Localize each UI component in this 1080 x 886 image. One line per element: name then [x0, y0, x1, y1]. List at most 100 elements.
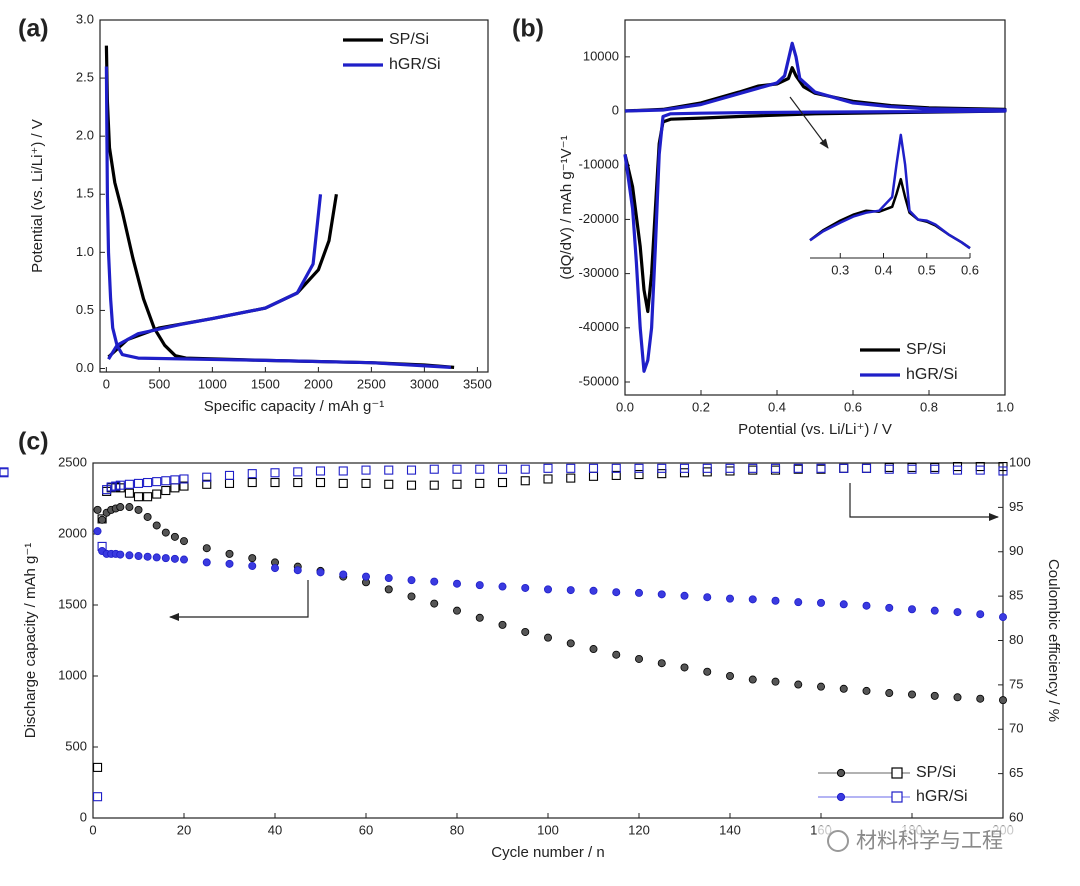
efficiency-marker — [179, 474, 189, 484]
efficiency-marker — [634, 469, 644, 480]
efficiency-marker — [143, 492, 153, 502]
capacity-marker — [885, 603, 894, 612]
efficiency-marker — [179, 481, 189, 491]
capacity-marker — [179, 537, 188, 546]
y2-tick-label: 70 — [1009, 721, 1023, 736]
capacity-marker — [862, 686, 871, 695]
capacity-marker — [521, 583, 530, 592]
y-tick-label: 2000 — [58, 525, 87, 540]
efficiency-marker — [588, 463, 599, 473]
capacity-marker — [498, 582, 507, 591]
y-tick-label: 2.5 — [76, 70, 94, 85]
legend-circle — [836, 792, 846, 802]
capacity-marker — [794, 680, 803, 689]
capacity-marker — [225, 559, 234, 568]
y-tick-label: 1.5 — [76, 186, 94, 201]
y2-tick-label: 60 — [1009, 809, 1023, 824]
capacity-marker — [771, 596, 780, 605]
capacity-marker — [134, 552, 143, 561]
efficiency-marker — [543, 474, 553, 484]
y-tick-label: -10000 — [579, 157, 619, 172]
capacity-marker — [726, 594, 735, 603]
capacity-marker — [270, 564, 279, 573]
y-tick-label: 0 — [80, 809, 87, 824]
x-tick-label: 3000 — [410, 376, 439, 391]
x-tick-label: 40 — [268, 822, 282, 837]
x-tick-label: 60 — [359, 822, 373, 837]
capacity-marker — [703, 667, 712, 676]
efficiency-marker — [657, 469, 667, 479]
panel-label: (b) — [512, 15, 544, 43]
capacity-marker — [566, 586, 575, 595]
capacity-marker — [116, 503, 125, 512]
efficiency-marker — [293, 477, 303, 488]
capacity-marker — [202, 558, 211, 567]
efficiency-marker — [93, 792, 103, 802]
capacity-marker — [293, 566, 302, 575]
legend-square — [891, 791, 903, 803]
efficiency-marker — [247, 469, 257, 479]
capacity-marker — [999, 613, 1008, 622]
y2-tick-label: 75 — [1009, 676, 1023, 691]
capacity-marker — [953, 693, 962, 702]
x-tick-label: 0.4 — [768, 399, 786, 414]
x-tick-label: 1500 — [251, 376, 280, 391]
efficiency-marker — [384, 465, 394, 475]
x-tick-label: 0.2 — [692, 399, 710, 414]
efficiency-marker — [566, 473, 576, 483]
efficiency-marker — [998, 466, 1008, 476]
capacity-marker — [475, 613, 484, 622]
capacity-marker — [93, 505, 102, 514]
x-tick-label: 120 — [628, 822, 650, 837]
efficiency-marker — [106, 482, 116, 492]
capacity-marker — [316, 568, 325, 577]
x-axis-title: Cycle number / n — [491, 844, 604, 861]
y-tick-label: 3.0 — [76, 11, 94, 26]
efficiency-marker — [124, 479, 134, 489]
capacity-marker — [726, 672, 735, 681]
efficiency-marker — [725, 463, 735, 473]
capacity-marker — [521, 627, 530, 636]
panel: 0.3 0.4 0.5 0.6 — [809, 133, 979, 277]
capacity-marker — [589, 645, 598, 654]
efficiency-marker — [452, 464, 462, 474]
efficiency-marker — [143, 477, 153, 488]
y-tick-label: 0.0 — [76, 360, 94, 375]
efficiency-marker — [170, 475, 180, 485]
efficiency-marker — [748, 463, 758, 473]
y2-tick-label: 95 — [1009, 499, 1023, 514]
legend-label: hGR/Si — [916, 788, 968, 805]
efficiency-marker — [861, 463, 872, 473]
y2-tick-label: 100 — [1009, 454, 1031, 469]
efficiency-marker — [475, 464, 485, 474]
capacity-marker — [248, 554, 257, 563]
x-tick-label: 1.0 — [996, 399, 1014, 414]
x-tick-label: 0.3 — [831, 262, 849, 277]
efficiency-marker — [611, 463, 621, 473]
efficiency-marker — [0, 468, 9, 478]
watermark: 材料科学与工程 — [856, 830, 1003, 853]
efficiency-marker — [133, 492, 144, 502]
capacity-marker — [748, 675, 757, 684]
data-line — [809, 133, 971, 250]
capacity-marker — [170, 554, 179, 563]
capacity-marker — [635, 588, 644, 597]
legend-label: hGR/Si — [389, 56, 441, 73]
x-tick-label: 100 — [537, 822, 559, 837]
x-tick-label: 1000 — [198, 376, 227, 391]
efficiency-marker — [429, 464, 439, 474]
capacity-marker — [589, 586, 598, 595]
efficiency-marker — [361, 465, 371, 475]
capacity-marker — [248, 561, 257, 570]
x-tick-label: 2500 — [357, 376, 386, 391]
efficiency-marker — [839, 463, 849, 473]
capacity-marker — [657, 659, 666, 668]
efficiency-marker — [406, 480, 417, 490]
capacity-marker — [161, 528, 170, 537]
efficiency-marker — [793, 463, 803, 473]
x-tick-label: 3500 — [463, 376, 492, 391]
x-tick-label: 0 — [103, 376, 110, 391]
capacity-marker — [170, 532, 179, 541]
